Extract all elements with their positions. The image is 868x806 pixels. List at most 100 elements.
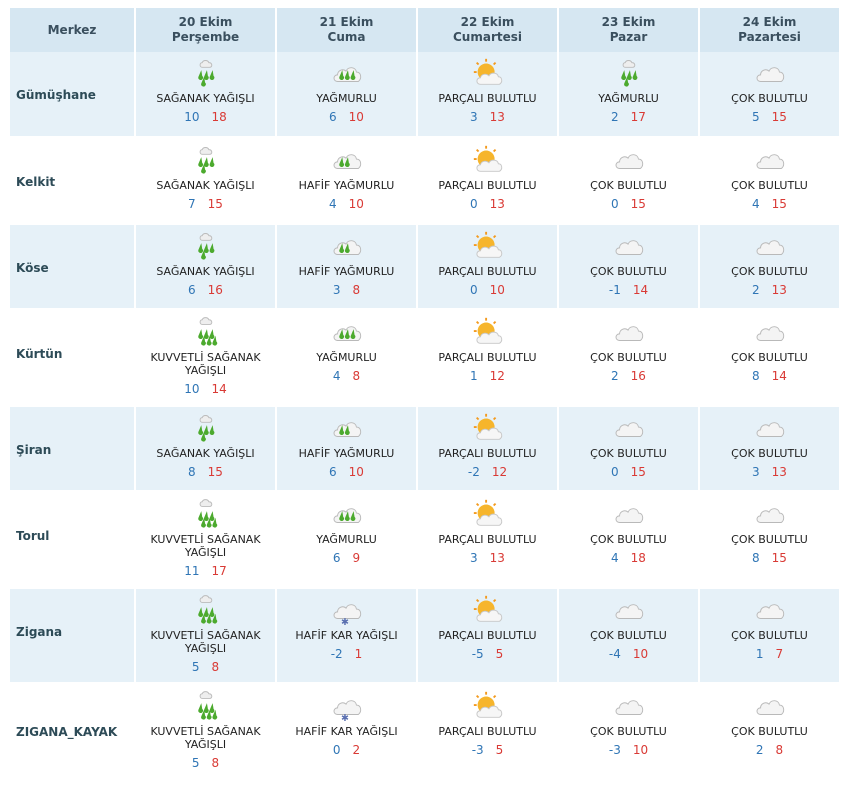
temperature-range: 4 10 <box>277 197 416 211</box>
forecast-cell: KUVVETLİ SAĞANAK YAĞIŞLI 5 8 <box>134 586 275 682</box>
min-temp: 11 <box>184 564 200 578</box>
day-header: 21 Ekim Cuma <box>275 8 416 52</box>
max-temp: 13 <box>489 551 505 565</box>
min-temp: 2 <box>611 369 619 383</box>
forecast-cell: ÇOK BULUTLU 8 14 <box>698 308 839 404</box>
city-row: Torul KUVVETLİ SAĞANAK YAĞIŞLI 11 17 YAĞMURL… <box>10 490 839 586</box>
partly-cloudy-icon <box>473 413 502 440</box>
temperature-range: -5 5 <box>418 647 557 661</box>
forecast-cell: SAĞANAK YAĞIŞLI 7 15 <box>134 136 275 222</box>
temperature-range: 5 15 <box>700 110 839 124</box>
condition-text: YAĞMURLU <box>316 351 377 364</box>
partly-cloudy-icon <box>473 231 502 258</box>
header-row: Merkez 20 Ekim Perşembe 21 Ekim Cuma 22 Ek… <box>10 8 839 52</box>
forecast-cell: ÇOK BULUTLU 2 8 <box>698 682 839 778</box>
forecast-cell: ÇOK BULUTLU -3 10 <box>557 682 698 778</box>
forecast-cell: ÇOK BULUTLU -4 10 <box>557 586 698 682</box>
max-temp: 18 <box>211 110 227 124</box>
min-temp: 4 <box>332 369 341 383</box>
condition-text: ÇOK BULUTLU <box>731 629 808 642</box>
temperature-range: 4 18 <box>559 551 698 565</box>
max-temp: 10 <box>348 465 364 479</box>
temperature-range: 3 13 <box>700 465 839 479</box>
max-temp: 14 <box>211 382 227 396</box>
cloudy-icon <box>756 422 784 437</box>
condition-text: ÇOK BULUTLU <box>590 351 667 364</box>
temperature-range: -1 14 <box>559 283 698 297</box>
cloudy-icon <box>756 508 784 523</box>
max-temp: 13 <box>771 465 787 479</box>
forecast-cell: SAĞANAK YAĞIŞLI 10 18 <box>134 52 275 136</box>
partly-cloudy-icon <box>473 145 502 172</box>
condition-text: HAFİF KAR YAĞIŞLI <box>295 629 398 642</box>
city-name[interactable]: Torul <box>10 490 134 586</box>
min-temp: 3 <box>332 283 341 297</box>
temperature-range: 6 10 <box>277 110 416 124</box>
max-temp: 15 <box>630 465 646 479</box>
cloudy-icon <box>756 700 784 715</box>
temperature-range: 2 17 <box>559 110 698 124</box>
day-header: 24 Ekim Pazartesi <box>698 8 839 52</box>
day-date: 21 Ekim <box>319 15 374 29</box>
svg-text:✱: ✱ <box>341 617 349 627</box>
forecast-cell: YAĞMURLU 2 17 <box>557 52 698 136</box>
city-name[interactable]: Gümüşhane <box>10 52 134 136</box>
temperature-range: 8 15 <box>136 465 275 479</box>
partly-cloudy-icon <box>473 595 502 622</box>
min-temp: 0 <box>611 465 619 479</box>
max-temp: 12 <box>489 369 505 383</box>
cloudy-icon <box>756 604 784 619</box>
forecast-cell: PARÇALI BULUTLU 1 12 <box>416 308 557 404</box>
forecast-cell: ÇOK BULUTLU -1 14 <box>557 222 698 308</box>
max-temp: 10 <box>632 743 649 757</box>
very-heavy-shower-icon <box>197 595 217 624</box>
max-temp: 8 <box>352 369 361 383</box>
day-header: 20 Ekim Perşembe <box>134 8 275 52</box>
temperature-range: 1 12 <box>418 369 557 383</box>
forecast-cell: PARÇALI BULUTLU 3 13 <box>416 52 557 136</box>
temperature-range: 6 16 <box>136 283 275 297</box>
day-header: 22 Ekim Cumartesi <box>416 8 557 52</box>
min-temp: 0 <box>611 197 619 211</box>
condition-text: ÇOK BULUTLU <box>590 179 667 192</box>
day-header: 23 Ekim Pazar <box>557 8 698 52</box>
forecast-cell: PARÇALI BULUTLU -5 5 <box>416 586 557 682</box>
min-temp: 3 <box>470 551 478 565</box>
corner-label: Merkez <box>10 8 134 52</box>
max-temp: 5 <box>495 647 504 661</box>
max-temp: 9 <box>352 551 361 565</box>
forecast-cell: ÇOK BULUTLU 0 15 <box>557 404 698 490</box>
max-temp: 15 <box>207 197 223 211</box>
condition-text: ÇOK BULUTLU <box>590 533 667 546</box>
max-temp: 17 <box>630 110 646 124</box>
city-name[interactable]: Zigana <box>10 586 134 682</box>
forecast-cell: KUVVETLİ SAĞANAK YAĞIŞLI 5 8 <box>134 682 275 778</box>
city-name[interactable]: Kürtün <box>10 308 134 404</box>
city-row: ZIGANA_KAYAK KUVVETLİ SAĞANAK YAĞIŞLI 5 8 ✱ H… <box>10 682 839 778</box>
max-temp: 18 <box>630 551 646 565</box>
condition-text: PARÇALI BULUTLU <box>438 447 537 460</box>
condition-text: YAĞMURLU <box>316 533 377 546</box>
max-temp: 16 <box>207 283 223 297</box>
condition-text: ÇOK BULUTLU <box>731 533 808 546</box>
cloudy-icon <box>615 326 643 341</box>
city-name[interactable]: Şiran <box>10 404 134 490</box>
partly-cloudy-icon <box>473 58 502 85</box>
condition-text: HAFİF YAĞMURLU <box>298 179 395 192</box>
forecast-cell: ÇOK BULUTLU 4 18 <box>557 490 698 586</box>
city-name[interactable]: ZIGANA_KAYAK <box>10 682 134 778</box>
cloudy-icon <box>615 700 643 715</box>
max-temp: 2 <box>352 743 361 757</box>
temperature-range: 0 15 <box>559 197 698 211</box>
temperature-range: 2 13 <box>700 283 839 297</box>
city-name[interactable]: Kelkit <box>10 136 134 222</box>
cloudy-icon <box>756 326 784 341</box>
city-name[interactable]: Köse <box>10 222 134 308</box>
forecast-table: Merkez 20 Ekim Perşembe 21 Ekim Cuma 22 Ek… <box>10 8 839 778</box>
temperature-range: 3 13 <box>418 551 557 565</box>
heavy-shower-icon <box>197 415 214 442</box>
